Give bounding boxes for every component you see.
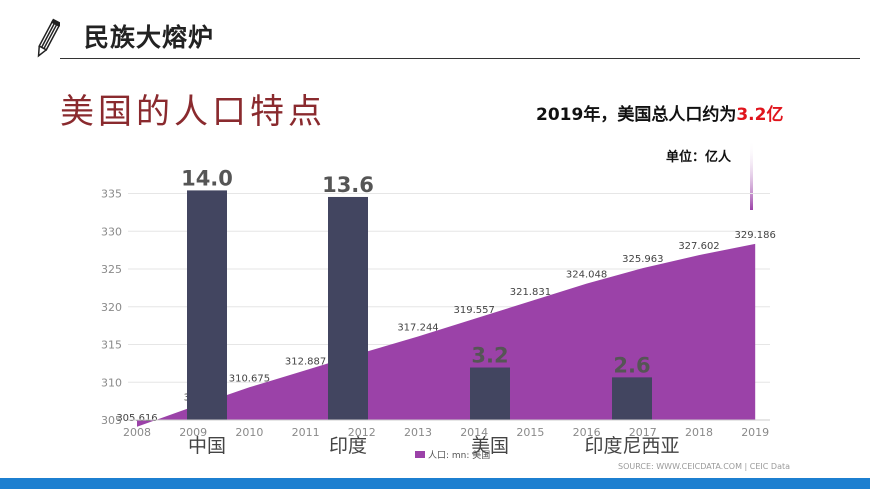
x-tick-label: 2013 (404, 426, 432, 439)
y-tick-label: 335 (101, 188, 122, 201)
data-label: 327.602 (678, 241, 719, 252)
data-label: 317.244 (397, 322, 438, 333)
y-tick-label: 305 (101, 414, 122, 427)
y-tick-label: 320 (101, 301, 122, 314)
bar-value-label: 13.6 (322, 173, 374, 197)
population-note: 2019年，美国总人口约为3.2亿 (536, 100, 783, 125)
bar-value-label: 3.2 (471, 344, 508, 368)
data-label: 325.963 (622, 254, 663, 265)
bar-value-label: 14.0 (181, 166, 233, 190)
x-tick-label: 2011 (292, 426, 320, 439)
x-tick-label: 2015 (516, 426, 544, 439)
country-label: 印度 (329, 435, 367, 457)
x-tick-label: 2009 (179, 426, 207, 439)
x-tick-label: 2014 (460, 426, 488, 439)
legend-swatch (415, 451, 425, 458)
country-label: 美国 (471, 435, 509, 457)
country-bar (328, 196, 368, 420)
header-divider (60, 58, 860, 59)
data-label: 324.048 (566, 270, 607, 281)
page-title: 美国的人口特点 (60, 92, 326, 132)
y-tick-label: 310 (101, 376, 122, 389)
y-tick-label: 325 (101, 263, 122, 276)
country-bar (612, 377, 652, 420)
x-tick-label: 2017 (629, 426, 657, 439)
data-label: 321.831 (510, 287, 551, 298)
x-tick-label: 2019 (741, 426, 769, 439)
note-highlight: 3.2亿 (736, 105, 784, 125)
legend-label: 人口: mn: 美国 (428, 449, 490, 461)
data-label: 329.186 (735, 230, 776, 241)
footer-bar (0, 478, 870, 489)
x-tick-label: 2018 (685, 426, 713, 439)
y-tick-label: 330 (101, 225, 122, 238)
population-area (137, 243, 756, 427)
x-tick-label: 2012 (348, 426, 376, 439)
x-tick-label: 2008 (123, 426, 151, 439)
y-tick-label: 315 (101, 339, 122, 352)
note-text: 2019年，美国总人口约为 (536, 105, 737, 125)
data-label: 319.557 (454, 305, 495, 316)
x-tick-label: 2010 (235, 426, 263, 439)
unit-label: 单位：亿人 (666, 150, 732, 165)
header-title: 民族大熔炉 (84, 23, 215, 52)
accent-bar (750, 140, 753, 210)
country-bar (187, 190, 227, 420)
country-label: 中国 (188, 435, 226, 457)
pencil-icon (37, 18, 60, 58)
x-tick-label: 2016 (573, 426, 601, 439)
country-bar (470, 367, 510, 420)
data-label: 312.887 (285, 356, 326, 367)
source-note: SOURCE: WWW.CEICDATA.COM | CEIC Data (618, 462, 791, 471)
data-label: 305.616 (116, 413, 157, 424)
data-label: 310.675 (229, 373, 270, 384)
bar-value-label: 2.6 (613, 353, 650, 377)
country-label: 印度尼西亚 (584, 435, 679, 457)
